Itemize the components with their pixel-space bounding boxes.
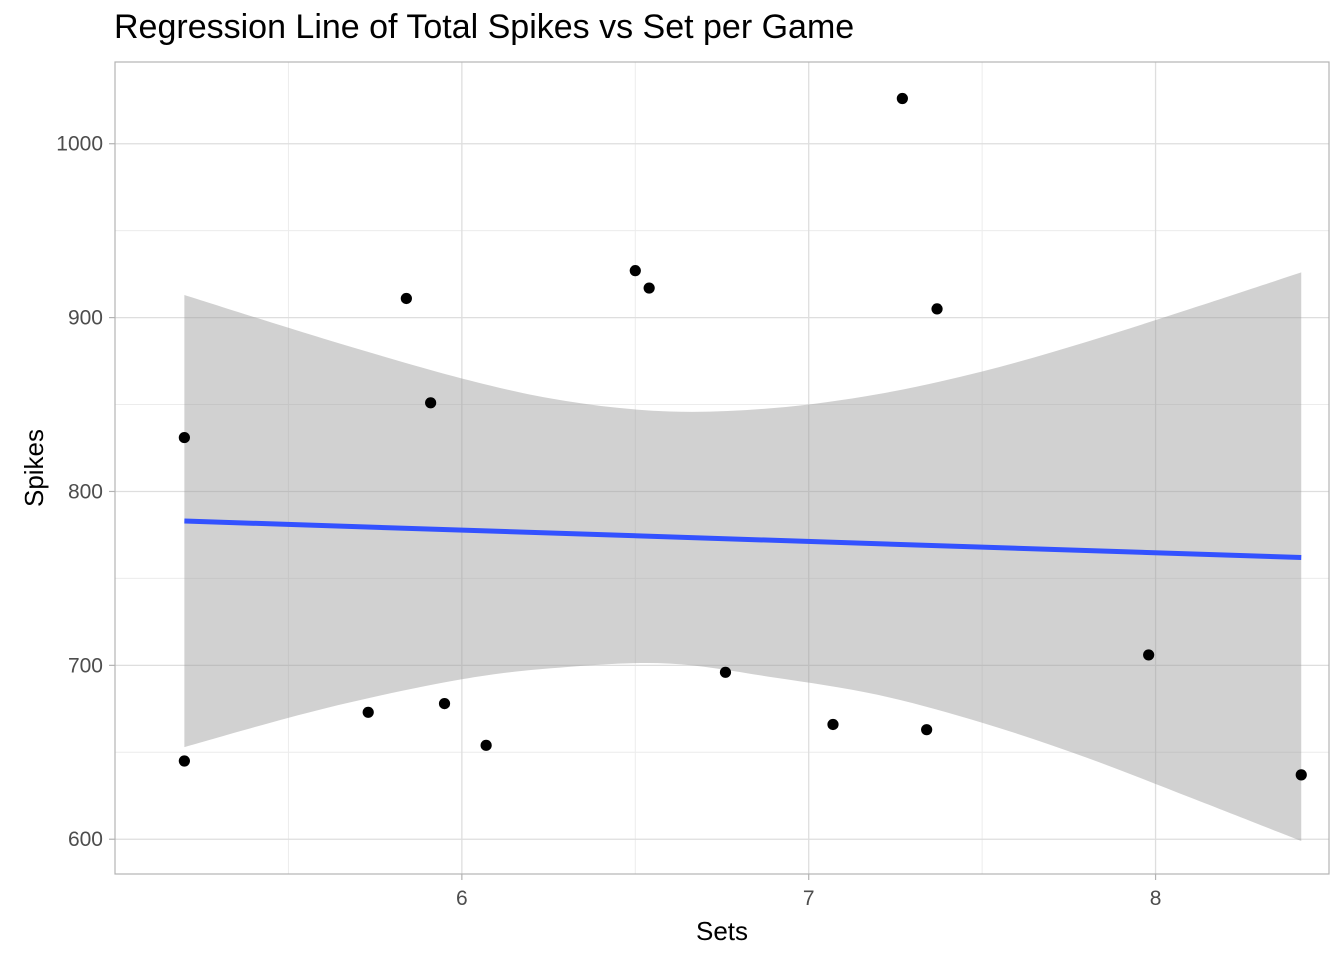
data-point bbox=[629, 265, 641, 277]
data-point bbox=[178, 755, 190, 767]
data-point bbox=[400, 292, 412, 305]
x-tick-label: 8 bbox=[1150, 887, 1162, 910]
y-axis-ticks: 600 700 800 900 1000 bbox=[56, 133, 115, 851]
data-point bbox=[178, 431, 190, 444]
data-point bbox=[362, 706, 374, 718]
y-tick-label: 800 bbox=[68, 480, 103, 503]
data-point bbox=[719, 666, 732, 678]
data-point bbox=[827, 718, 839, 731]
x-axis-ticks: 6 7 8 bbox=[456, 874, 1161, 910]
data-point bbox=[921, 724, 933, 736]
chart-title: Regression Line of Total Spikes vs Set p… bbox=[114, 8, 855, 46]
confidence-band bbox=[184, 272, 1302, 841]
grid-major bbox=[115, 62, 1329, 874]
y-tick-label: 700 bbox=[68, 654, 103, 677]
regression-line-layer bbox=[184, 518, 1302, 561]
data-point bbox=[931, 303, 943, 315]
x-axis-title: Sets bbox=[696, 916, 748, 946]
data-point bbox=[480, 739, 492, 751]
panel-border bbox=[114, 61, 1330, 875]
data-point bbox=[643, 282, 655, 294]
x-tick-label: 7 bbox=[803, 887, 815, 910]
y-tick-label: 600 bbox=[68, 828, 103, 851]
data-point bbox=[438, 698, 451, 710]
points-layer bbox=[178, 92, 1307, 781]
data-point bbox=[896, 92, 908, 105]
y-tick-label: 1000 bbox=[56, 133, 103, 156]
x-tick-label: 6 bbox=[456, 887, 468, 910]
data-point bbox=[1295, 769, 1307, 781]
y-axis-title: Spikes bbox=[19, 429, 49, 507]
y-tick-label: 900 bbox=[68, 307, 103, 330]
confidence-band-layer bbox=[184, 272, 1302, 841]
regression-line bbox=[184, 518, 1302, 561]
data-point bbox=[1143, 649, 1155, 661]
grid-minor bbox=[115, 62, 1329, 874]
data-point bbox=[425, 397, 437, 409]
